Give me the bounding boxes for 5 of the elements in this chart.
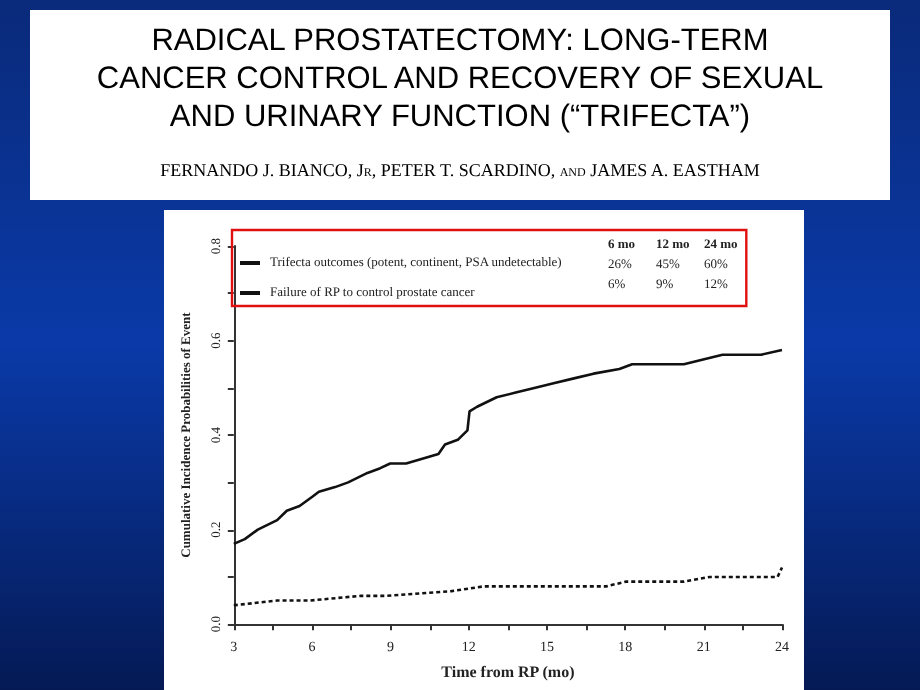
line-series bbox=[232, 566, 784, 607]
x-axis-title: Time from RP (mo) bbox=[441, 663, 576, 681]
chart-title: RADICAL PROSTATECTOMY: LONG-TERM CANCER CONTROL AND RECOVERY OF SEXUAL AND URINARY FUNCTION (“TRIFECTA”) bbox=[94, 22, 826, 136]
line-series bbox=[232, 348, 784, 546]
chart-subtitle: FERNANDO J. BIANCO, Jr, PETER T. SCARDINO, and JAMES A. EASTHAM bbox=[158, 160, 762, 180]
